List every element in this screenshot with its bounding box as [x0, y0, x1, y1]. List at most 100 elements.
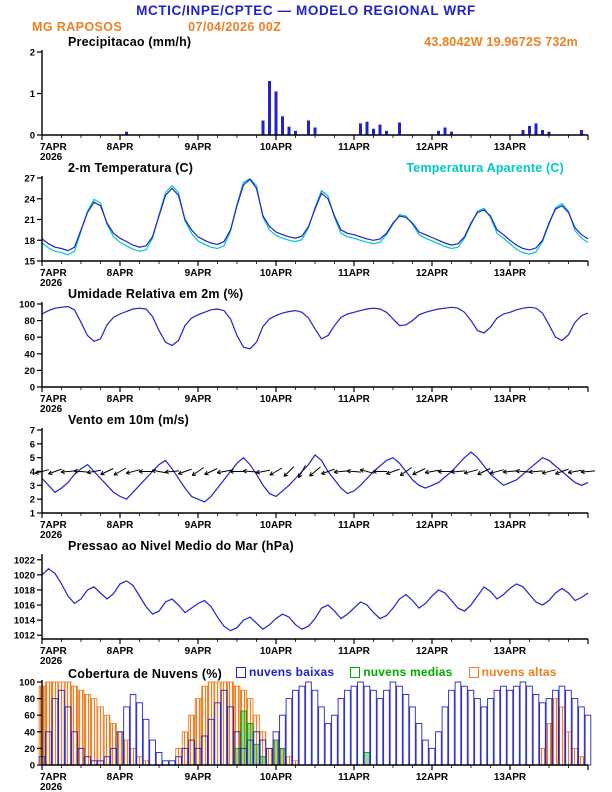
svg-text:12APR: 12APR [416, 772, 449, 783]
svg-text:6: 6 [30, 439, 35, 450]
nuvens-altas-swatch-icon [468, 666, 479, 678]
svg-text:1012: 1012 [14, 631, 35, 642]
cloud-cover-title: Cobertura de Nuvens (%) [68, 666, 222, 681]
svg-text:80: 80 [24, 694, 35, 705]
legend-nuvens-altas: nuvens altas [468, 665, 557, 679]
run-info-row: MG RAPOSOS 07/04/2026 00Z [0, 18, 612, 35]
legend-nuvens-baixas-label: nuvens baixas [248, 665, 335, 679]
svg-text:60: 60 [24, 333, 35, 344]
temperature-title: 2-m Temperatura (C) [68, 161, 194, 175]
svg-text:2026: 2026 [40, 278, 63, 287]
humidity-header: Umidade Relativa em 2m (%) [0, 287, 612, 301]
svg-text:11APR: 11APR [338, 772, 370, 783]
svg-text:1020: 1020 [14, 570, 35, 581]
svg-text:1014: 1014 [14, 616, 36, 627]
run-datetime: 07/04/2026 00Z [188, 19, 282, 34]
svg-text:9APR: 9APR [185, 268, 212, 279]
svg-text:8APR: 8APR [107, 646, 134, 657]
svg-text:1018: 1018 [14, 586, 35, 597]
humidity-title: Umidade Relativa em 2m (%) [68, 287, 244, 301]
svg-text:9APR: 9APR [185, 520, 212, 531]
svg-text:11APR: 11APR [338, 520, 370, 531]
svg-text:7APR: 7APR [40, 394, 67, 405]
svg-text:60: 60 [24, 711, 35, 722]
wind-title: Vento em 10m (m/s) [68, 413, 190, 427]
svg-text:11APR: 11APR [338, 268, 370, 279]
svg-text:7APR: 7APR [40, 142, 67, 153]
svg-text:10APR: 10APR [260, 268, 293, 279]
panel-precipitation: Precipitacao (mm/h) 43.8042W 19.9672S 73… [0, 35, 612, 161]
svg-text:13APR: 13APR [494, 142, 527, 153]
svg-text:11APR: 11APR [338, 394, 370, 405]
svg-text:40: 40 [24, 727, 35, 738]
svg-text:2026: 2026 [40, 404, 63, 413]
svg-text:7APR: 7APR [40, 646, 67, 657]
svg-text:7APR: 7APR [40, 520, 67, 531]
svg-text:7: 7 [30, 427, 35, 437]
svg-text:12APR: 12APR [416, 268, 449, 279]
cloud-legend: nuvens baixas nuvens medias nuvens altas [235, 665, 557, 679]
pressure-title: Pressao ao Nivel Medio do Mar (hPa) [68, 539, 294, 553]
temperature-header: 2-m Temperatura (C) Temperatura Aparente… [0, 161, 612, 175]
svg-text:13APR: 13APR [494, 772, 527, 783]
svg-text:0: 0 [30, 131, 35, 142]
svg-text:5: 5 [30, 453, 36, 464]
svg-text:1: 1 [30, 509, 36, 520]
svg-text:12APR: 12APR [416, 646, 449, 657]
panel-pressure: Pressao ao Nivel Medio do Mar (hPa) 1012… [0, 539, 612, 665]
wind-header: Vento em 10m (m/s) [0, 413, 612, 427]
svg-text:0: 0 [30, 761, 35, 772]
svg-text:10APR: 10APR [260, 520, 293, 531]
svg-text:8APR: 8APR [107, 520, 134, 531]
svg-text:18: 18 [24, 236, 35, 247]
svg-text:7APR: 7APR [40, 268, 67, 279]
svg-text:40: 40 [24, 349, 35, 360]
svg-text:10APR: 10APR [260, 646, 293, 657]
svg-text:8APR: 8APR [107, 772, 134, 783]
svg-text:21: 21 [24, 215, 35, 226]
svg-text:2026: 2026 [40, 656, 63, 665]
svg-text:0: 0 [30, 383, 35, 394]
panel-wind: Vento em 10m (m/s) 1 2 3 4 5 6 7 7APR 2026 8APR 9A… [0, 413, 612, 539]
legend-nuvens-altas-label: nuvens altas [481, 665, 557, 679]
svg-text:2026: 2026 [40, 782, 63, 791]
legend-nuvens-medias: nuvens medias [350, 665, 452, 679]
svg-text:80: 80 [24, 316, 35, 327]
svg-text:13APR: 13APR [494, 268, 527, 279]
svg-text:11APR: 11APR [338, 142, 370, 153]
svg-text:1022: 1022 [14, 555, 35, 566]
svg-text:1016: 1016 [14, 601, 35, 612]
svg-text:3: 3 [30, 481, 35, 492]
svg-text:13APR: 13APR [494, 394, 527, 405]
svg-text:9APR: 9APR [185, 646, 212, 657]
svg-text:2: 2 [30, 495, 35, 506]
svg-text:4: 4 [30, 467, 36, 478]
svg-text:8APR: 8APR [107, 142, 134, 153]
svg-text:15: 15 [24, 257, 35, 268]
svg-text:20: 20 [24, 744, 35, 755]
nuvens-baixas-swatch-icon [235, 666, 246, 678]
station-coordinates: 43.8042W 19.9672S 732m [424, 35, 578, 49]
station-name: MG RAPOSOS [32, 19, 123, 34]
svg-text:10APR: 10APR [260, 394, 293, 405]
svg-text:8APR: 8APR [107, 394, 134, 405]
svg-text:12APR: 12APR [416, 520, 449, 531]
svg-text:11APR: 11APR [338, 646, 370, 657]
svg-text:13APR: 13APR [494, 646, 527, 657]
svg-text:2: 2 [30, 49, 35, 59]
panel-humidity: Umidade Relativa em 2m (%) 0 20 40 60 80 100 7… [0, 287, 612, 413]
svg-text:10APR: 10APR [260, 142, 293, 153]
svg-text:8APR: 8APR [107, 268, 134, 279]
precipitation-header: Precipitacao (mm/h) 43.8042W 19.9672S 73… [0, 35, 612, 49]
svg-text:9APR: 9APR [185, 772, 212, 783]
svg-text:9APR: 9APR [185, 394, 212, 405]
legend-nuvens-medias-label: nuvens medias [363, 665, 453, 679]
nuvens-medias-swatch-icon [350, 666, 361, 678]
apparent-temperature-legend: Temperatura Aparente (C) [406, 161, 564, 175]
panel-temperature: 2-m Temperatura (C) Temperatura Aparente… [0, 161, 612, 287]
page-title: MCTIC/INPE/CPTEC — MODELO REGIONAL WRF [136, 3, 476, 18]
